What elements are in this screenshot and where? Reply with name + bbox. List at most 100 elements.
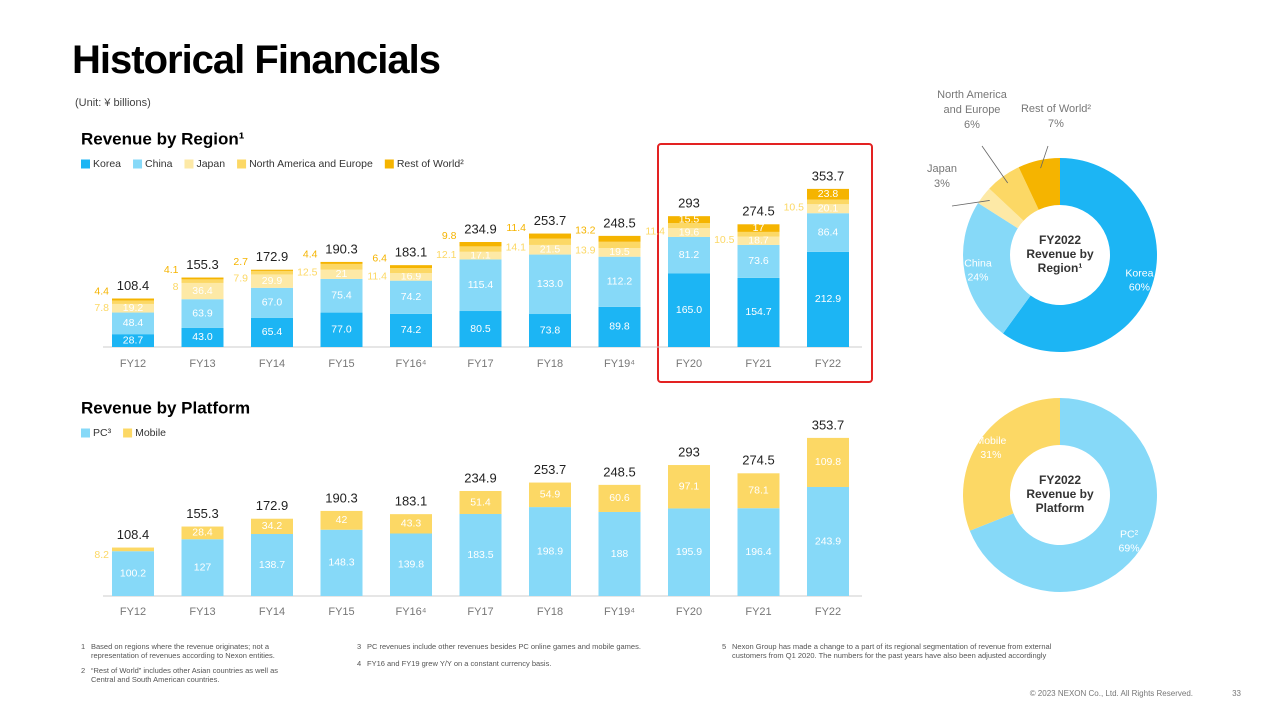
value-label: 60.6: [609, 492, 630, 504]
value-label: 51.4: [470, 496, 491, 508]
bar-segment: [807, 199, 849, 205]
footnote-text: “Rest of World” includes other Asian cou…: [91, 666, 279, 684]
footnote-text: FY16 and FY19 grew Y/Y on a constant cur…: [367, 659, 552, 668]
total-label: 234.9: [464, 470, 497, 485]
bar-segment: [459, 241, 502, 247]
total-label: 353.7: [812, 417, 845, 432]
bar-segment: [459, 251, 502, 260]
bar-segment: [598, 484, 641, 512]
legend-swatch: [123, 428, 133, 438]
value-label: 7.8: [94, 302, 109, 314]
value-label: 2.7: [233, 256, 248, 268]
value-label: 4.4: [303, 249, 318, 261]
footnote-number: 5: [722, 642, 727, 651]
bar-segment: [737, 277, 780, 347]
value-label: 65.4: [262, 326, 283, 338]
bar-segment: [112, 298, 154, 301]
legend-swatch: [133, 159, 143, 169]
center-label: FY2022: [1039, 233, 1081, 247]
x-tick-label: FY18: [537, 358, 563, 370]
value-label: 54.9: [540, 489, 561, 501]
footnote-text: PC revenues include other revenues besid…: [367, 642, 641, 651]
value-label: 148.3: [328, 557, 354, 569]
legend-label: Rest of World²: [397, 158, 464, 170]
total-label: 253.7: [534, 462, 567, 477]
value-label: 74.2: [401, 291, 422, 303]
bar-segment: [668, 216, 710, 224]
slice-name: North America and Europe: [937, 89, 1007, 116]
bar-segment: [112, 303, 154, 313]
value-label: 36.4: [192, 285, 213, 297]
footnote-number: 1: [81, 642, 86, 651]
bar-segment: [251, 317, 293, 347]
legend-label: North America and Europe: [249, 158, 373, 170]
footnote-number: 2: [81, 666, 86, 675]
value-label: 81.2: [679, 249, 700, 261]
bar-segment: [668, 273, 710, 347]
value-label: 21.5: [540, 244, 561, 256]
value-label: 19.6: [679, 226, 700, 238]
footnote: 4 FY16 and FY19 grew Y/Y on a constant cu…: [357, 659, 687, 668]
value-label: 195.9: [676, 546, 702, 558]
total-label: 183.1: [395, 494, 428, 509]
value-label: 43.3: [401, 518, 422, 530]
value-label: 97.1: [679, 481, 700, 493]
value-label: 14.1: [506, 242, 527, 254]
highlight-box: [657, 143, 873, 383]
bar-segment: [598, 235, 641, 242]
value-label: 198.9: [537, 545, 563, 557]
bar-segment: [598, 256, 641, 307]
x-tick-label: FY20: [676, 606, 702, 618]
total-label: 190.3: [325, 490, 358, 505]
value-label: 127: [194, 561, 212, 573]
value-label: 10.5: [714, 234, 735, 246]
x-tick-label: FY13: [189, 358, 215, 370]
value-label: 154.7: [745, 306, 771, 318]
value-label: 16.9: [401, 271, 422, 283]
value-label: 183.5: [467, 549, 493, 561]
bar-segment: [529, 244, 571, 255]
x-tick-label: FY15: [328, 358, 354, 370]
donut-slice: [969, 398, 1157, 592]
footnote: 3 PC revenues include other revenues besi…: [357, 642, 687, 651]
x-tick-label: FY15: [328, 606, 354, 618]
slide-title: Historical Financials: [72, 38, 441, 82]
footnote-text: Nexon Group has made a change to a part …: [732, 642, 1052, 660]
bar-segment: [390, 514, 432, 534]
value-label: 28.4: [192, 527, 213, 539]
donut-slice: [1018, 158, 1060, 210]
slice-name: Korea: [1125, 268, 1153, 280]
value-label: 8.2: [94, 549, 109, 561]
bar-segment: [737, 224, 780, 232]
bar-segment: [320, 269, 363, 279]
bar-segment: [320, 263, 363, 270]
value-label: 11.4: [506, 222, 526, 234]
bar-segment: [251, 534, 293, 596]
value-label: 112.2: [607, 276, 633, 288]
value-label: 17: [753, 222, 765, 234]
x-tick-label: FY18: [537, 606, 563, 618]
chart-title: Revenue by Platform: [81, 398, 250, 417]
value-label: 8: [173, 281, 179, 293]
donut-slice: [989, 167, 1039, 221]
bar-segment: [668, 236, 710, 274]
bar-segment: [737, 236, 780, 245]
value-label: 75.4: [331, 290, 352, 302]
value-label: 73.8: [540, 324, 561, 336]
bar-segment: [668, 228, 710, 237]
bar-segment: [390, 280, 432, 314]
legend-label: PC³: [93, 427, 112, 439]
center-label: Region¹: [1038, 261, 1083, 275]
total-label: 248.5: [603, 464, 636, 479]
bar-segment: [737, 473, 780, 509]
total-label: 190.3: [325, 241, 358, 256]
bar-segment: [529, 254, 571, 315]
value-label: 212.9: [815, 293, 841, 305]
total-label: 234.9: [464, 221, 497, 236]
value-label: 139.8: [398, 559, 424, 571]
bar-segment: [181, 279, 224, 283]
bar-segment: [807, 213, 849, 252]
value-label: 4.1: [164, 264, 179, 276]
x-tick-label: FY12: [120, 606, 146, 618]
value-label: 188: [611, 548, 629, 560]
